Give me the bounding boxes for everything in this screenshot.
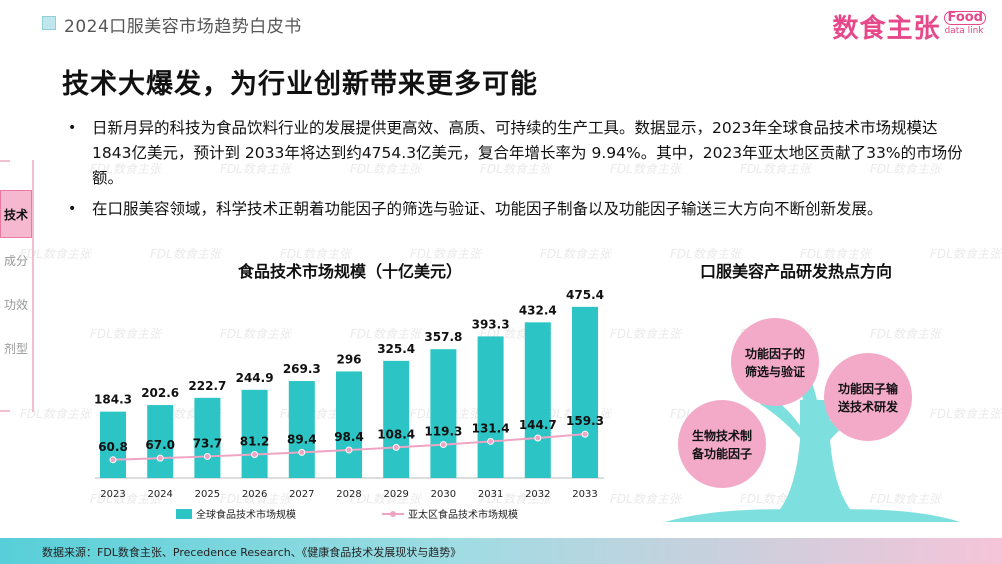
x-tick-label: 2025 — [195, 489, 220, 500]
bullet-item: 在口服美容领域，科学技术正朝着功能因子的筛选与验证、功能因子制备以及功能因子输送… — [64, 197, 964, 222]
side-tab-ingredient[interactable]: 成分 — [3, 253, 28, 268]
bar-value-label: 393.3 — [472, 317, 510, 331]
line-value-label: 98.4 — [334, 430, 364, 444]
line-value-label: 67.0 — [145, 438, 175, 452]
line-value-label: 89.4 — [287, 432, 317, 446]
bar-value-label: 432.4 — [519, 303, 557, 317]
x-tick-label: 2026 — [242, 489, 267, 500]
legend-label: 全球食品技术市场规模 — [196, 508, 296, 521]
hotspot-bubble — [678, 400, 766, 488]
bar — [100, 411, 126, 478]
hotspot-bubble — [731, 318, 819, 406]
bar-value-label: 202.6 — [141, 386, 179, 400]
bar — [147, 405, 174, 478]
line-point — [534, 434, 542, 442]
line-point — [156, 454, 164, 462]
line-value-label: 81.2 — [240, 434, 270, 448]
bar-value-label: 269.3 — [283, 362, 321, 376]
page-title: 技术大爆发，为行业创新带来更多可能 — [62, 69, 538, 100]
x-tick-label: 2031 — [478, 489, 503, 500]
bar-value-label: 184.3 — [94, 393, 132, 407]
line-value-label: 73.7 — [193, 436, 223, 450]
side-tab-dosage[interactable]: 剂型 — [3, 341, 28, 356]
bar-value-label: 222.7 — [188, 379, 226, 393]
line-value-label: 159.3 — [566, 414, 604, 428]
footer-source: 数据来源：FDL数食主张、Precedence Research、《健康食品技术… — [42, 546, 462, 559]
bar — [241, 389, 268, 478]
brand-logo: 数食主张 Food data link — [832, 8, 986, 45]
x-tick-label: 2027 — [289, 489, 314, 500]
tree-ground — [665, 509, 960, 522]
brand-name: 数食主张 — [832, 14, 941, 44]
bar-value-label: 357.8 — [424, 330, 462, 344]
x-tick-label: 2029 — [383, 489, 408, 500]
hotspot-label: 功能因子的 — [745, 346, 805, 361]
bar — [288, 381, 315, 478]
line-point — [581, 430, 589, 438]
hotspot-label: 生物技术制 — [692, 428, 752, 443]
x-tick-label: 2023 — [100, 489, 125, 500]
side-tab-tech[interactable]: 技术 — [0, 190, 32, 238]
x-tick-label: 2028 — [336, 489, 361, 500]
line-point — [109, 456, 117, 464]
bar-value-label: 475.4 — [566, 288, 604, 302]
line-point — [298, 448, 306, 456]
bar — [194, 397, 221, 478]
bullet-item: 日新月异的科技为食品饮料行业的发展提供更高效、高质、可持续的生产工具。数据显示，… — [64, 116, 964, 191]
line-value-label: 119.3 — [424, 425, 462, 439]
bar — [524, 322, 551, 478]
report-title: 2024口服美容市场趋势白皮书 — [64, 17, 302, 37]
brand-food: Food — [944, 11, 986, 25]
line-point — [345, 446, 353, 454]
line-point — [487, 437, 495, 445]
brand-sub: Food data link — [944, 11, 986, 37]
legend-swatch-point — [390, 511, 396, 517]
bar — [430, 349, 457, 478]
line-value-label: 131.4 — [472, 421, 510, 435]
x-tick-label: 2024 — [147, 489, 172, 500]
side-tab-nav: 技术 成分 功效 剂型 — [0, 160, 34, 412]
line-point — [251, 450, 259, 458]
bar-value-label: 244.9 — [236, 371, 274, 385]
bar — [477, 336, 504, 478]
hotspot-label: 功能因子输 — [838, 381, 899, 396]
bar — [336, 371, 362, 478]
hotspot-label: 筛选与验证 — [745, 364, 805, 379]
tree-branch — [760, 395, 806, 445]
tree-title: 口服美容产品研发热点方向 — [700, 262, 893, 281]
x-tick-label: 2033 — [572, 489, 597, 500]
bullet-list: 日新月异的科技为食品饮料行业的发展提供更高效、高质、可持续的生产工具。数据显示，… — [64, 116, 964, 228]
line-point — [392, 443, 400, 451]
header-square-icon — [42, 16, 56, 30]
hotspot-label: 送技术研发 — [837, 399, 899, 414]
line-value-label: 144.7 — [519, 418, 557, 432]
brand-link: data link — [944, 26, 984, 36]
bar-value-label: 296 — [336, 352, 361, 366]
side-tab-efficacy[interactable]: 功效 — [3, 297, 28, 312]
tree-trunk — [770, 400, 860, 520]
line-value-label: 108.4 — [377, 427, 415, 441]
x-tick-label: 2032 — [525, 489, 550, 500]
hotspot-bubble — [824, 353, 912, 441]
bar-value-label: 325.4 — [377, 342, 415, 356]
bar — [572, 306, 598, 478]
hotspot-label: 备功能因子 — [691, 446, 752, 461]
legend-label: 亚太区食品技术市场规模 — [408, 508, 518, 521]
legend-swatch-bar — [176, 509, 192, 519]
bar — [383, 360, 410, 478]
line-value-label: 60.8 — [98, 440, 128, 454]
line-point — [439, 441, 447, 449]
x-tick-label: 2030 — [431, 489, 456, 500]
footer-bar — [0, 538, 1002, 564]
chart-title: 食品技术市场规模（十亿美元） — [238, 262, 463, 281]
side-bracket — [0, 160, 10, 412]
line-point — [203, 452, 211, 460]
